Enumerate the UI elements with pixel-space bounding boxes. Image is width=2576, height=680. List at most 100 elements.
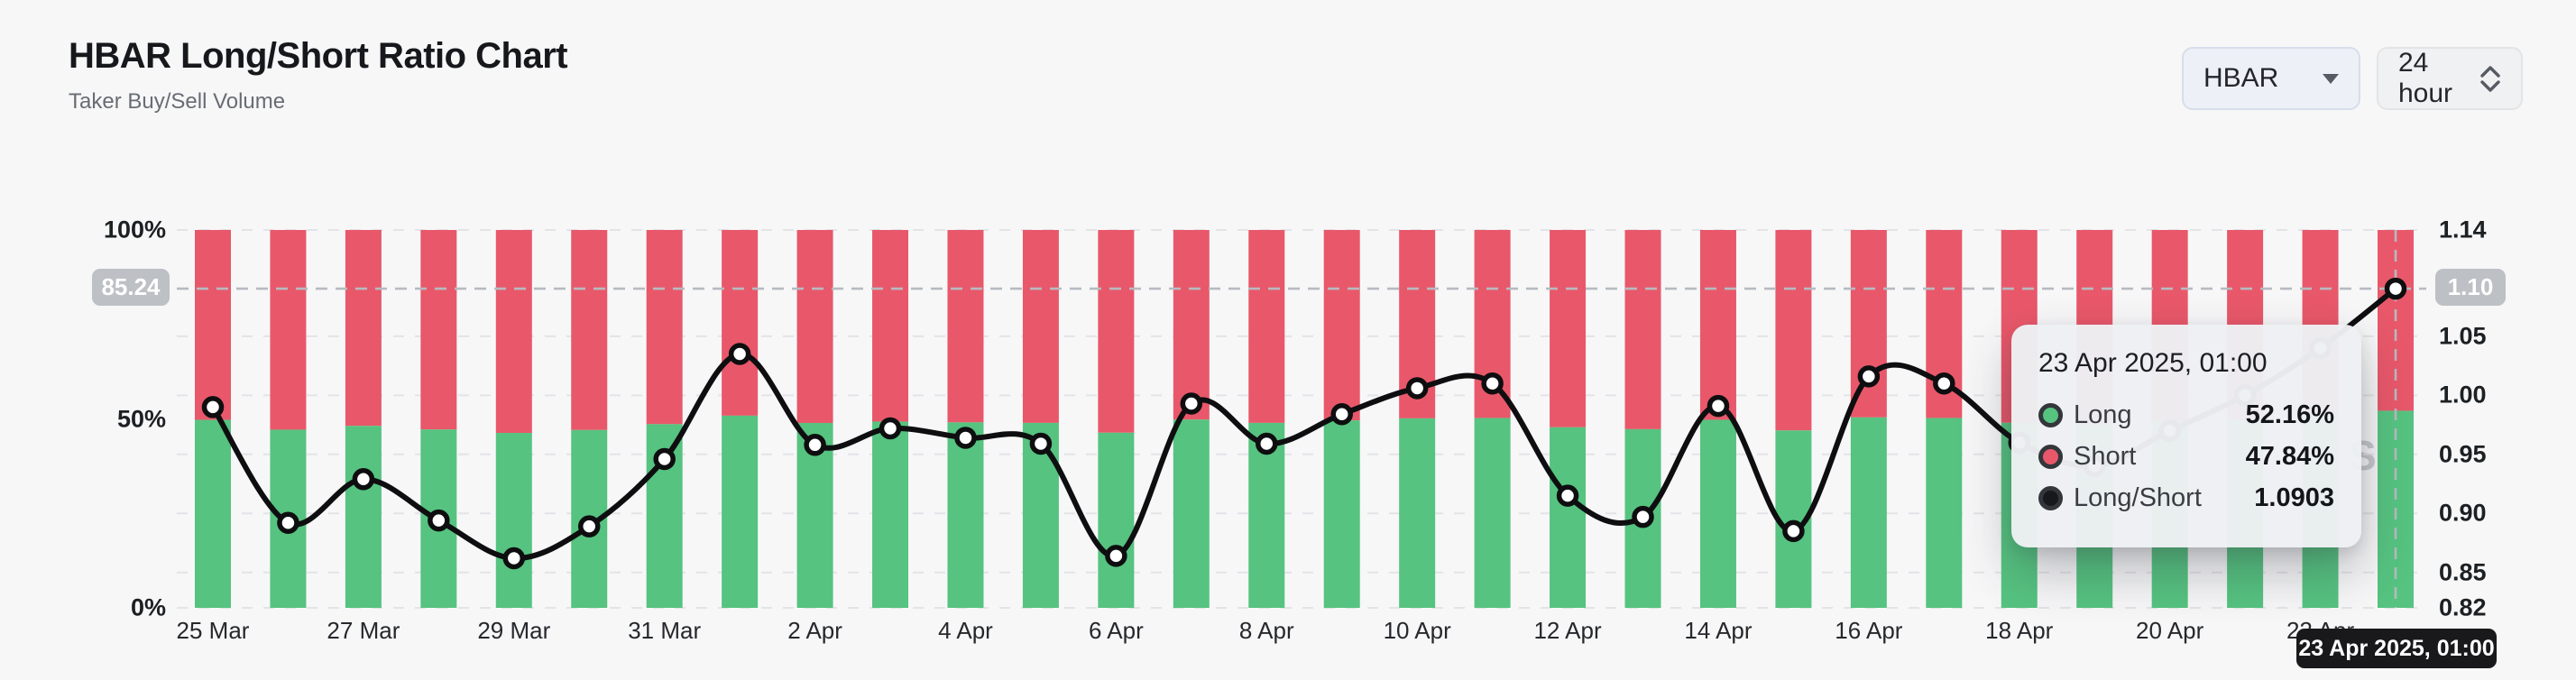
ratio-point-marker: [879, 417, 902, 440]
long-bar-segment: [1399, 418, 1436, 608]
tooltip-date: 23 Apr 2025, 01:00: [2038, 348, 2268, 378]
long-bar-segment: [947, 422, 984, 608]
long-bar-segment: [1474, 418, 1511, 608]
interval-select[interactable]: 24 hour: [2377, 47, 2523, 110]
ratio-point-marker: [1256, 432, 1278, 455]
y-axis-right-tick-label: 1.14: [2439, 216, 2487, 244]
short-bar-segment: [1850, 230, 1887, 418]
ratio-point-marker: [352, 468, 375, 491]
long-bar-segment: [495, 433, 532, 608]
long-bar-segment: [195, 419, 231, 608]
tooltip-short-label: Short: [2074, 442, 2137, 471]
y-axis-right-tick-label: 0.85: [2439, 558, 2487, 586]
chart-header: HBAR Long/Short Ratio Chart Taker Buy/Se…: [69, 36, 568, 115]
short-bar-segment: [1624, 230, 1661, 429]
ratio-marker-icon: [2038, 486, 2063, 510]
long-bar-segment: [722, 415, 759, 608]
short-bar-segment: [270, 230, 307, 430]
tooltip-short-value: 47.84%: [2245, 442, 2334, 471]
ratio-point-marker: [1330, 403, 1353, 426]
y-axis-right-tick-label: 0.90: [2439, 499, 2487, 527]
short-bar-segment: [1098, 230, 1135, 433]
chevron-down-icon: [2323, 73, 2339, 84]
y-axis-right-tick-label: 1.05: [2439, 322, 2487, 350]
ratio-point-marker: [2384, 277, 2407, 300]
crosshair-left-axis-badge: 85.24: [92, 269, 170, 306]
ratio-point-marker: [1782, 519, 1805, 543]
long-bar-segment: [1323, 420, 1360, 608]
short-bar-segment: [722, 230, 759, 416]
symbol-select-value: HBAR: [2203, 63, 2279, 93]
ratio-point-marker: [1857, 365, 1881, 388]
short-bar-segment: [872, 230, 909, 422]
crosshair-date-badge: 23 Apr 2025, 01:00: [2296, 629, 2497, 668]
x-axis-tick-label: 31 Mar: [628, 617, 702, 644]
interval-select-value: 24 hour: [2398, 48, 2453, 108]
tooltip-row-long: Long 52.16%: [2038, 400, 2334, 430]
ratio-point-marker: [1105, 545, 1127, 567]
long-bar-segment: [1699, 419, 1736, 608]
short-bar-segment: [1775, 230, 1812, 431]
crosshair-right-axis-badge: 1.10: [2435, 269, 2506, 306]
short-bar-segment: [1022, 230, 1059, 423]
x-axis-tick-label: 18 Apr: [1985, 617, 2054, 644]
x-axis-tick-label: 10 Apr: [1383, 617, 1451, 644]
ratio-point-marker: [1029, 432, 1053, 455]
long-bar-segment: [1850, 417, 1887, 608]
tooltip-long-value: 52.16%: [2245, 400, 2334, 429]
x-axis-tick-label: 29 Mar: [477, 617, 551, 644]
short-bar-segment: [195, 230, 231, 420]
ratio-point-marker: [728, 343, 751, 365]
ratio-point-marker: [1556, 484, 1579, 507]
x-axis-tick-label: 25 Mar: [176, 617, 250, 644]
tooltip-row-short: Short 47.84%: [2038, 442, 2334, 472]
short-bar-segment: [1699, 230, 1736, 420]
short-bar-segment: [571, 230, 608, 430]
tooltip-ratio-value: 1.0903: [2254, 483, 2334, 512]
y-axis-left-tick-label: 50%: [116, 405, 166, 432]
ratio-point-marker: [201, 396, 225, 418]
short-marker-icon: [2038, 445, 2063, 469]
x-axis-tick-label: 4 Apr: [938, 617, 993, 644]
short-bar-segment: [1248, 230, 1285, 423]
ratio-point-marker: [1180, 392, 1203, 415]
x-axis-tick-label: 27 Mar: [327, 617, 400, 644]
long-bar-segment: [1550, 427, 1587, 608]
tooltip-long-label: Long: [2074, 400, 2132, 429]
ratio-point-marker: [1481, 372, 1504, 395]
x-axis-tick-label: 16 Apr: [1835, 617, 1903, 644]
x-axis-tick-label: 8 Apr: [1238, 617, 1294, 644]
symbol-select[interactable]: HBAR: [2182, 47, 2360, 110]
y-axis-left-tick-label: 100%: [103, 216, 166, 244]
long-bar-segment: [1173, 419, 1210, 608]
short-bar-segment: [646, 230, 683, 425]
ratio-point-marker: [428, 509, 450, 532]
long-bar-segment: [1098, 432, 1135, 608]
long-bar-segment: [1926, 418, 1963, 608]
x-axis-tick-label: 2 Apr: [787, 617, 842, 644]
ratio-point-marker: [277, 511, 299, 534]
long-marker-icon: [2038, 403, 2063, 427]
short-bar-segment: [345, 230, 382, 427]
y-axis-right-tick-label: 0.95: [2439, 440, 2487, 468]
ratio-point-marker: [1632, 505, 1654, 528]
y-axis-right-tick-label: 0.82: [2439, 593, 2487, 621]
chart-tooltip: 23 Apr 2025, 01:00 Long 52.16% Short 47.…: [2011, 325, 2361, 547]
ratio-point-marker: [1707, 394, 1730, 418]
ratio-point-marker: [1933, 372, 1955, 395]
x-axis-tick-label: 12 Apr: [1533, 617, 1602, 644]
long-bar-segment: [345, 426, 382, 608]
ratio-point-marker: [804, 434, 826, 456]
short-bar-segment: [796, 230, 833, 423]
short-bar-segment: [495, 230, 532, 434]
ratio-point-marker: [954, 427, 977, 449]
tooltip-ratio-label: Long/Short: [2074, 483, 2202, 512]
short-bar-segment: [420, 230, 457, 430]
page-title: HBAR Long/Short Ratio Chart: [69, 36, 568, 76]
ratio-point-marker: [1405, 377, 1429, 400]
short-bar-segment: [1323, 230, 1360, 421]
ratio-point-marker: [653, 447, 676, 471]
x-axis-tick-label: 14 Apr: [1684, 617, 1753, 644]
ratio-point-marker: [577, 515, 601, 538]
up-down-chevrons-icon: [2479, 65, 2501, 92]
